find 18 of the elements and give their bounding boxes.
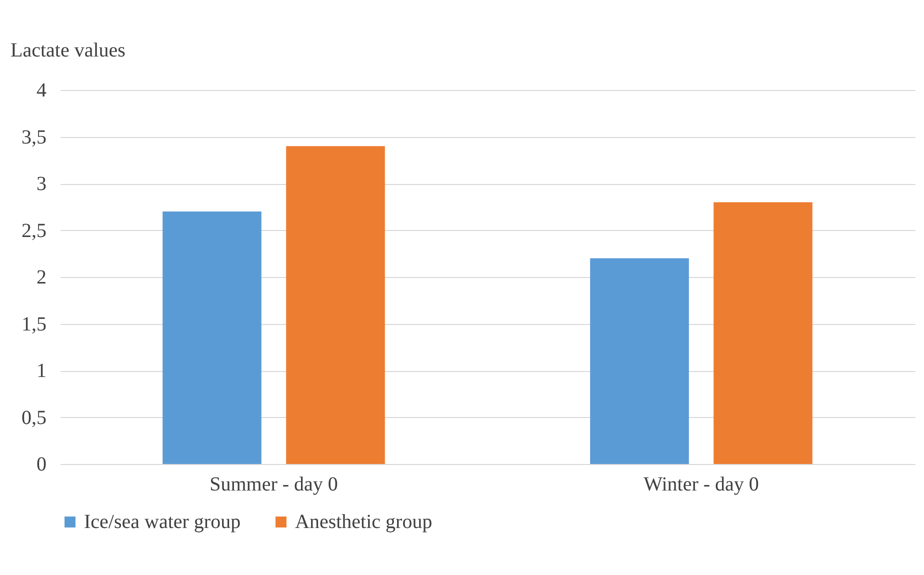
bar [590, 258, 689, 464]
y-tick-label: 3 [36, 173, 46, 195]
y-tick-label: 3,5 [22, 126, 46, 148]
legend-label: Ice/sea water group [84, 511, 241, 533]
bar [286, 146, 385, 464]
x-tick-label: Winter - day 0 [644, 474, 759, 496]
y-tick-label: 0,5 [22, 406, 46, 429]
bar [714, 202, 812, 464]
legend-label: Anesthetic group [295, 511, 432, 533]
y-tick-label: 2,5 [22, 220, 46, 242]
x-tick-label: Summer - day 0 [210, 474, 338, 496]
y-tick-label: 1,5 [22, 313, 46, 336]
y-axis-title: Lactate values [10, 40, 126, 62]
y-tick-label: 4 [36, 80, 46, 102]
y-tick-label: 1 [36, 360, 46, 382]
y-tick-label: 0 [36, 454, 46, 476]
bar [162, 212, 262, 464]
y-tick-label: 2 [36, 266, 46, 288]
